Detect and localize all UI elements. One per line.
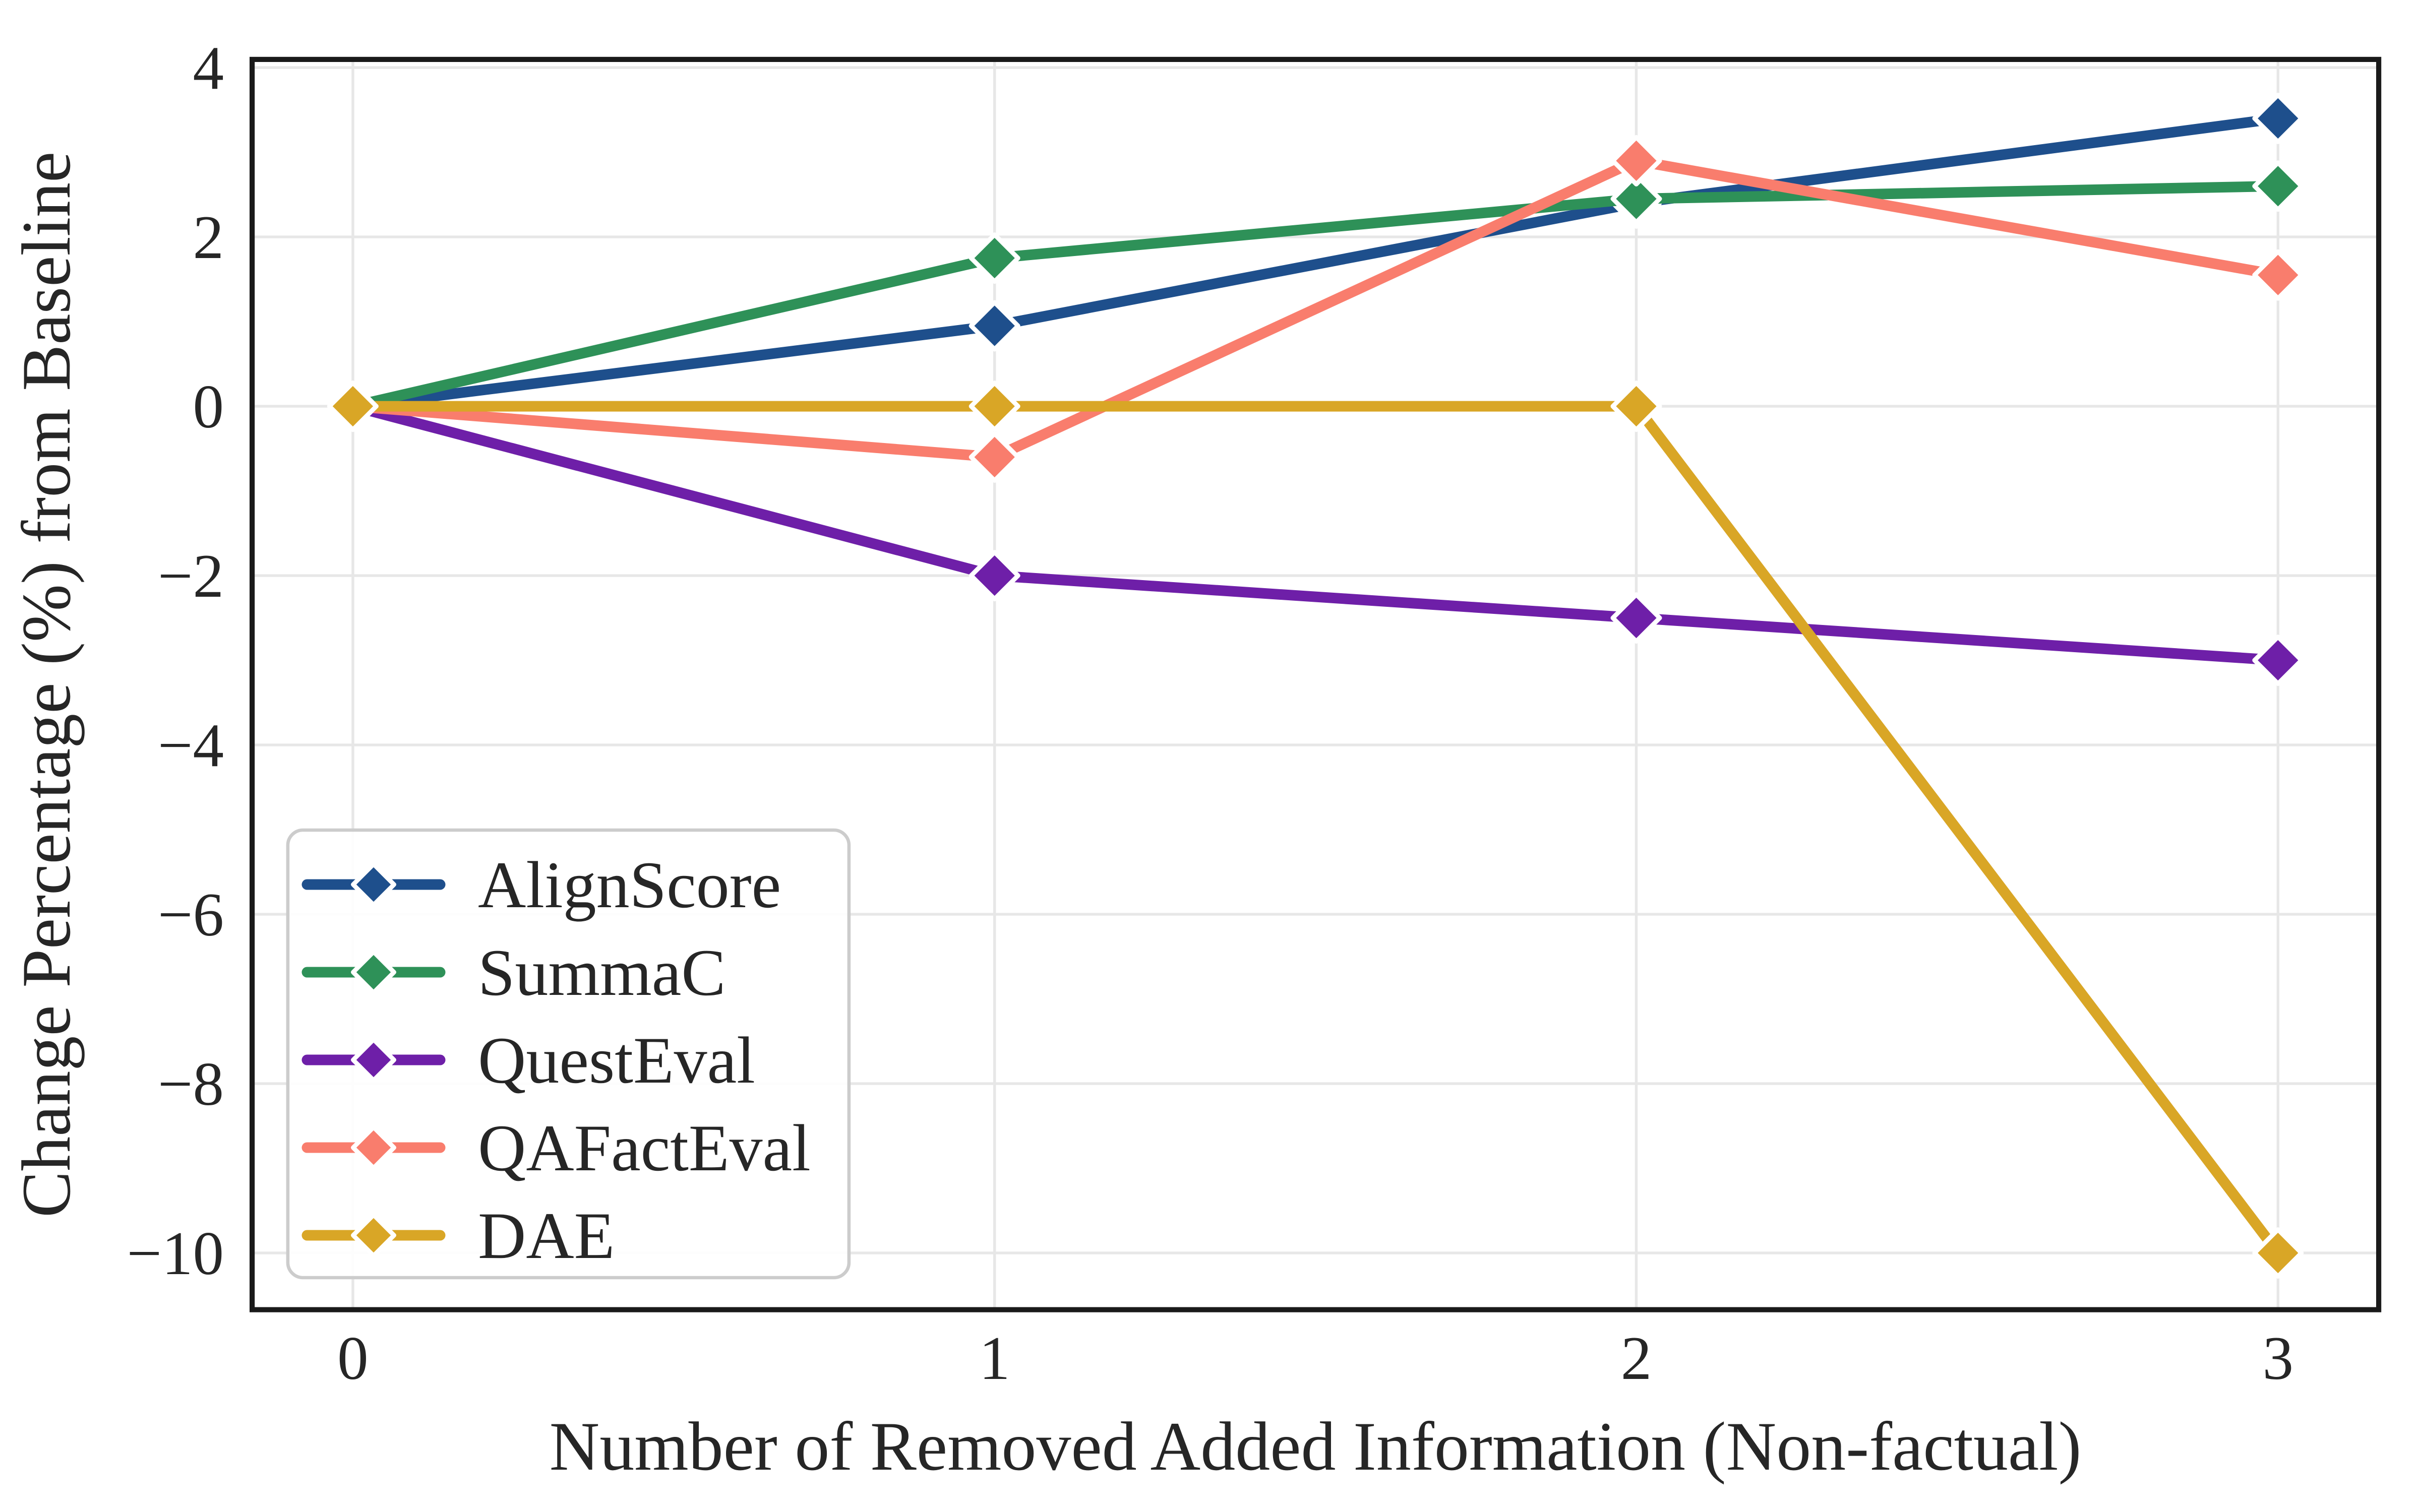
series-line-summac bbox=[351, 180, 2278, 412]
x-tick-label-2: 2 bbox=[1621, 1324, 1652, 1393]
marker-dae-x0 bbox=[327, 381, 379, 432]
y-tick-label-4: 4 bbox=[193, 33, 224, 102]
series-line-alignscore bbox=[352, 113, 2279, 412]
x-tick-label-0: 0 bbox=[337, 1324, 369, 1393]
marker-summac-x1 bbox=[969, 232, 1020, 284]
marker-summac-x3 bbox=[2252, 160, 2304, 212]
series-dae bbox=[327, 381, 2304, 1279]
y-tick-label-neg10: −10 bbox=[127, 1219, 224, 1288]
marker-dae-x2 bbox=[1610, 381, 1662, 432]
marker-questeval-x2 bbox=[1610, 592, 1662, 644]
x-tick-label-3: 3 bbox=[2263, 1324, 2294, 1393]
marker-dae-x1 bbox=[969, 381, 1020, 432]
marker-questeval-x3 bbox=[2252, 635, 2304, 686]
marker-dae-x3 bbox=[2252, 1227, 2304, 1279]
marker-alignscore-x3 bbox=[2252, 92, 2304, 144]
legend-entry-dae: DAE bbox=[301, 1199, 615, 1273]
x-tick-labels: 0 1 2 3 bbox=[337, 1324, 2293, 1393]
legend-label-questeval: QuestEval bbox=[478, 1023, 755, 1097]
y-tick-labels: 4 2 0 −2 −4 −6 −8 −10 bbox=[127, 33, 224, 1288]
marker-qafacteval-x3 bbox=[2252, 249, 2304, 301]
series-line-dae bbox=[352, 401, 2282, 1256]
y-tick-label-neg4: −4 bbox=[158, 711, 224, 780]
y-tick-label-neg6: −6 bbox=[158, 880, 224, 949]
legend-swatch-marker-dae bbox=[351, 1213, 396, 1258]
marker-qafacteval-x1 bbox=[969, 431, 1020, 483]
marker-summac-x2 bbox=[1610, 173, 1662, 225]
y-tick-label-neg8: −8 bbox=[158, 1049, 224, 1118]
legend: AlignScore SummaC QuestEval QAFactEval DAE bbox=[286, 828, 851, 1280]
y-tick-label-0: 0 bbox=[193, 372, 224, 441]
legend-swatch-marker-questeval bbox=[351, 1037, 396, 1083]
legend-label-alignscore: AlignScore bbox=[478, 848, 781, 922]
y-tick-label-neg2: −2 bbox=[158, 541, 224, 610]
y-axis-label: Change Percentage (%) from Baseline bbox=[8, 152, 85, 1218]
legend-entry-alignscore: AlignScore bbox=[301, 848, 781, 922]
legend-entry-qafacteval: QAFactEval bbox=[301, 1111, 811, 1185]
legend-entry-questeval: QuestEval bbox=[301, 1023, 755, 1097]
series-line-questeval bbox=[351, 401, 2279, 666]
series-line-qafacteval bbox=[352, 155, 2279, 463]
legend-swatch-marker-summac bbox=[351, 950, 396, 995]
legend-swatch-marker-qafacteval bbox=[351, 1125, 396, 1170]
legend-entry-summac: SummaC bbox=[301, 935, 725, 1010]
legend-swatch-marker-alignscore bbox=[351, 862, 396, 907]
marker-qafacteval-x2 bbox=[1610, 135, 1662, 186]
legend-label-qafacteval: QAFactEval bbox=[478, 1111, 811, 1185]
x-axis-label: Number of Removed Added Information (Non… bbox=[550, 1408, 2082, 1485]
axes-box-spines bbox=[249, 56, 2382, 1312]
legend-label-dae: DAE bbox=[478, 1199, 615, 1273]
marker-questeval-x1 bbox=[969, 550, 1020, 602]
legend-box bbox=[286, 828, 851, 1280]
x-tick-label-1: 1 bbox=[979, 1324, 1010, 1393]
legend-label-summac: SummaC bbox=[478, 935, 725, 1010]
marker-alignscore-x1 bbox=[969, 300, 1020, 352]
y-tick-label-2: 2 bbox=[193, 203, 224, 272]
